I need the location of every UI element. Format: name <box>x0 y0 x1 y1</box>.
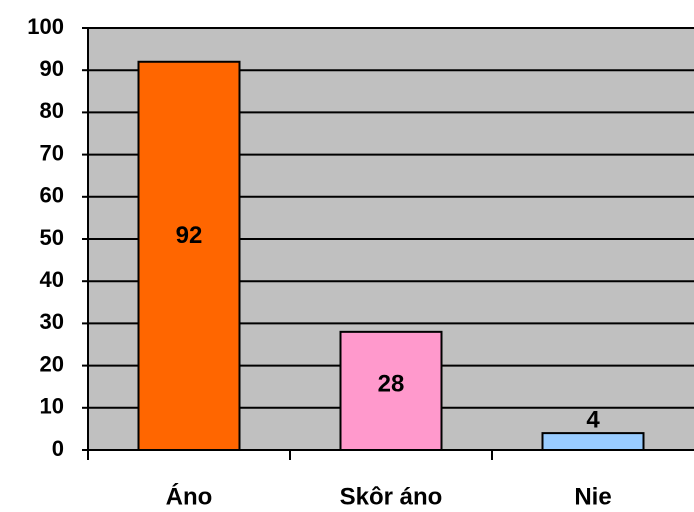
data-label: 92 <box>176 222 203 249</box>
y-tick-label: 10 <box>40 394 64 419</box>
data-label: 28 <box>378 370 405 397</box>
x-tick-label: Áno <box>166 482 213 510</box>
y-tick-label: 40 <box>40 267 64 292</box>
y-tick-label: 100 <box>27 14 64 39</box>
x-tick-label: Nie <box>574 483 611 510</box>
y-tick-label: 20 <box>40 351 64 376</box>
y-tick-label: 80 <box>40 98 64 123</box>
bar <box>137 60 241 451</box>
y-tick-label: 30 <box>40 309 64 334</box>
y-tick-label: 90 <box>40 56 64 81</box>
y-tick-label: 70 <box>40 140 64 165</box>
x-tick-label: Skôr áno <box>340 483 443 510</box>
data-label: 4 <box>586 406 600 433</box>
y-tick-label: 60 <box>40 183 64 208</box>
y-tick-label: 0 <box>52 436 64 461</box>
bar <box>541 432 645 451</box>
y-tick-label: 50 <box>40 225 64 250</box>
